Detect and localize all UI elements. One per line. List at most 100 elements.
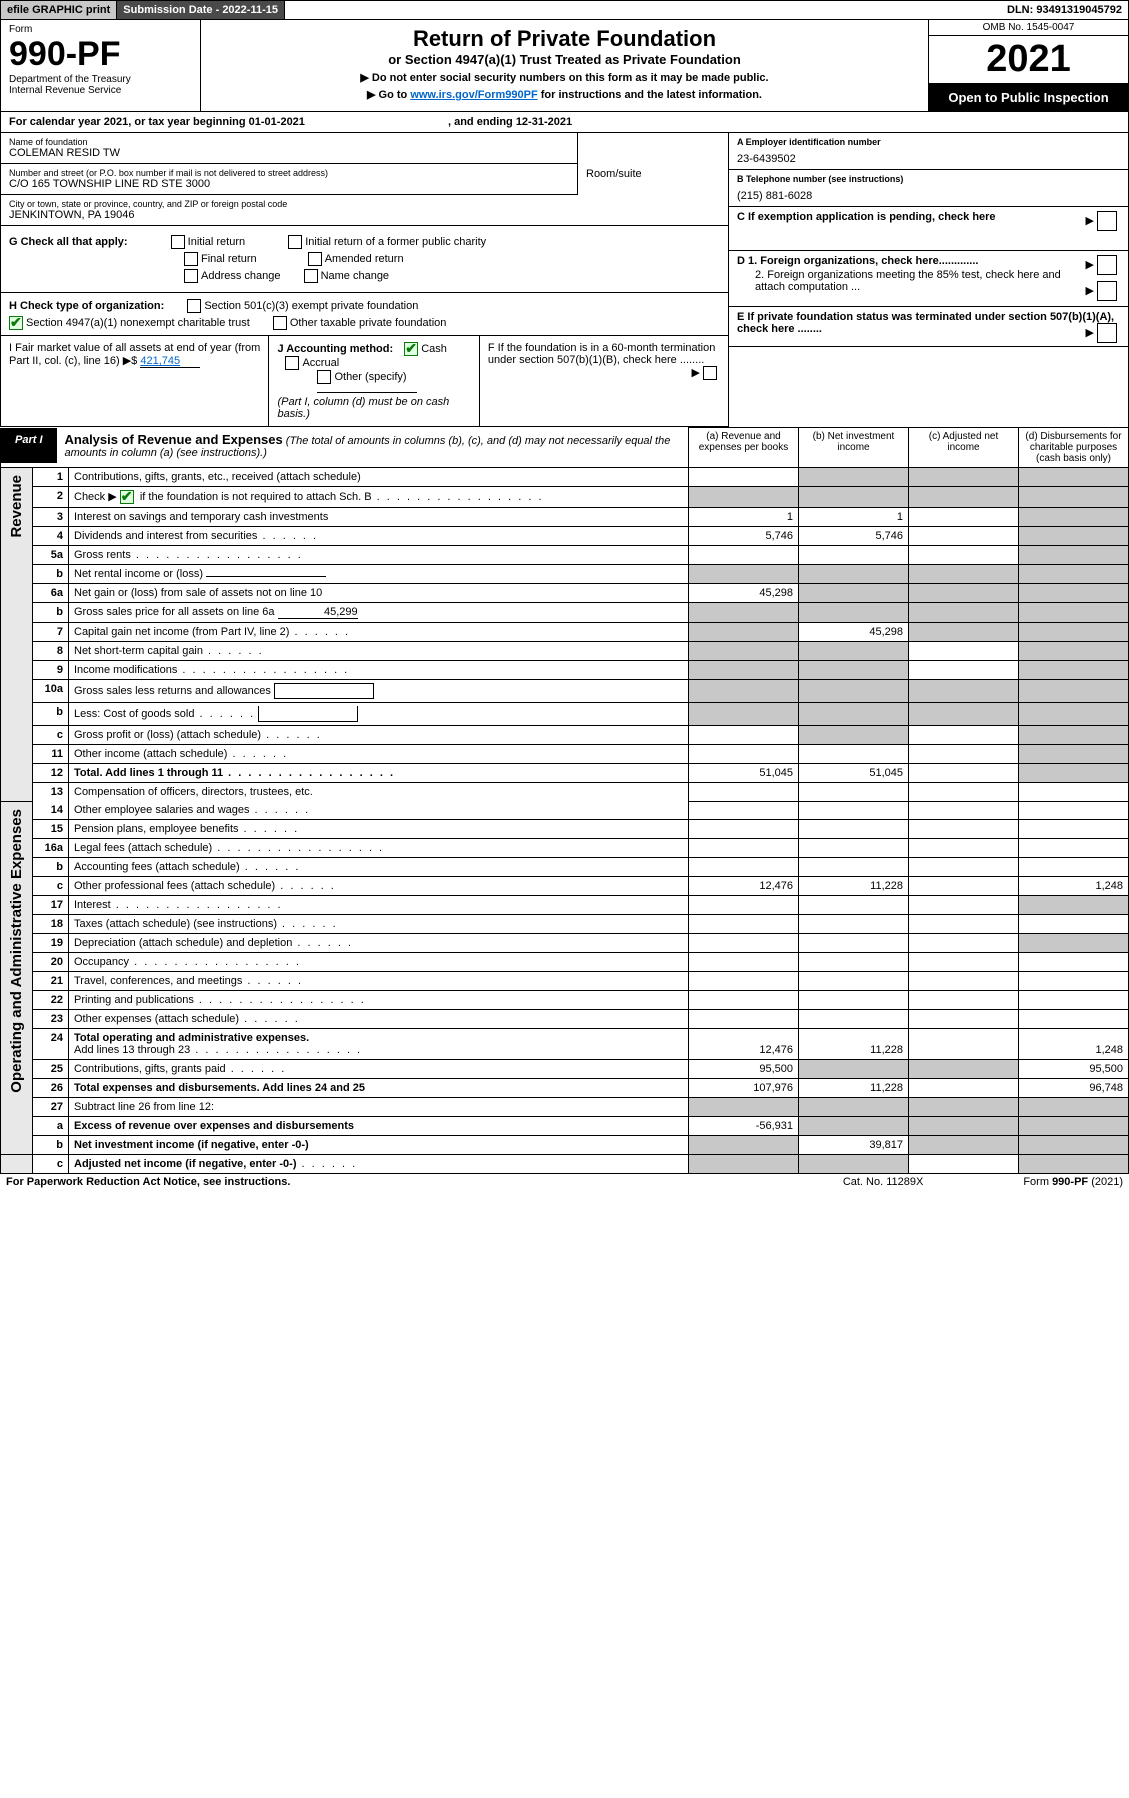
row-25: Contributions, gifts, grants paid [69,1060,689,1079]
row-3: Interest on savings and temporary cash i… [69,508,689,527]
g-o3: Final return [201,253,257,265]
r24-d: 1,248 [1019,1029,1129,1060]
g-o5: Address change [201,270,281,282]
row-7: Capital gain net income (from Part IV, l… [69,623,689,642]
r4-b: 5,746 [799,527,909,546]
info-left: Name of foundation COLEMAN RESID TW Numb… [1,133,728,427]
f-checkbox[interactable] [703,366,717,380]
block-f: F If the foundation is in a 60-month ter… [480,336,728,426]
e-checkbox[interactable] [1097,323,1117,343]
g-o4: Amended return [325,253,404,265]
goto-pre: ▶ Go to [367,89,410,101]
row-5a: Gross rents [69,546,689,565]
row-16c: Other professional fees (attach schedule… [69,877,689,896]
col-d-header: (d) Disbursements for charitable purpose… [1019,428,1129,468]
name-change-checkbox[interactable] [304,269,318,283]
irs-link[interactable]: www.irs.gov/Form990PF [410,89,537,101]
row-19: Depreciation (attach schedule) and deple… [69,934,689,953]
sch-b-checkbox[interactable] [120,490,134,504]
row-16a: Legal fees (attach schedule) [69,839,689,858]
row-13: Compensation of officers, directors, tru… [69,783,689,802]
row-27: Subtract line 26 from line 12: [69,1098,689,1117]
h-o1: Section 501(c)(3) exempt private foundat… [204,300,418,312]
top-bar: efile GRAPHIC print Submission Date - 20… [0,0,1129,20]
accrual-checkbox[interactable] [285,356,299,370]
cal-year-end: , and ending 12-31-2021 [448,116,572,128]
j-o2: Accrual [302,357,339,369]
r12-b: 51,045 [799,764,909,783]
other-taxable-checkbox[interactable] [273,316,287,330]
page-footer: For Paperwork Reduction Act Notice, see … [0,1174,1129,1190]
phone-value: (215) 881-6028 [737,190,1120,202]
amended-return-checkbox[interactable] [308,252,322,266]
col-a-header: (a) Revenue and expenses per books [689,428,799,468]
address-change-checkbox[interactable] [184,269,198,283]
paperwork-notice: For Paperwork Reduction Act Notice, see … [6,1176,843,1188]
row-24: Total operating and administrative expen… [69,1029,689,1060]
g-o1: Initial return [188,236,245,248]
form-number: 990-PF [9,35,192,74]
h-o2: Section 4947(a)(1) nonexempt charitable … [26,317,250,329]
block-ijf: I Fair market value of all assets at end… [1,336,728,427]
r3-b: 1 [799,508,909,527]
cal-year-begin: For calendar year 2021, or tax year begi… [9,116,305,128]
e-label: E If private foundation status was termi… [737,311,1114,335]
row-10b: Less: Cost of goods sold [69,703,689,726]
row-27b: Net investment income (if negative, ente… [69,1136,689,1155]
j-o1: Cash [421,343,447,355]
h-o3: Other taxable private foundation [290,317,447,329]
initial-return-former-checkbox[interactable] [288,235,302,249]
d2-label: 2. Foreign organizations meeting the 85%… [755,269,1061,293]
city-label: City or town, state or province, country… [9,199,720,209]
r25-d: 95,500 [1019,1060,1129,1079]
d1-checkbox[interactable] [1097,255,1117,275]
d2-checkbox[interactable] [1097,281,1117,301]
initial-return-checkbox[interactable] [171,235,185,249]
f-label: F If the foundation is in a 60-month ter… [488,342,715,366]
r24-b: 11,228 [799,1029,909,1060]
form-header: Form 990-PF Department of the Treasury I… [0,20,1129,112]
4947a1-checkbox[interactable] [9,316,23,330]
c-label: C If exemption application is pending, c… [737,211,996,223]
row-18: Taxes (attach schedule) (see instruction… [69,915,689,934]
form-label: Form [9,24,192,35]
row-6b: Gross sales price for all assets on line… [69,603,689,623]
row-27c: Adjusted net income (if negative, enter … [69,1155,689,1174]
g-o2: Initial return of a former public charit… [305,236,486,248]
row-9: Income modifications [69,661,689,680]
row-26: Total expenses and disbursements. Add li… [69,1079,689,1098]
goto-note: ▶ Go to www.irs.gov/Form990PF for instru… [207,88,922,101]
row-5b: Net rental income or (loss) [69,565,689,584]
efile-graphic-print[interactable]: efile GRAPHIC print [1,1,117,19]
c-checkbox[interactable] [1097,211,1117,231]
final-return-checkbox[interactable] [184,252,198,266]
r4-a: 5,746 [689,527,799,546]
omb-number: OMB No. 1545-0047 [929,20,1128,36]
form-subtitle: or Section 4947(a)(1) Trust Treated as P… [207,52,922,67]
r16c-a: 12,476 [689,877,799,896]
cash-checkbox[interactable] [404,342,418,356]
cat-no: Cat. No. 11289X [843,1176,924,1188]
info-block: Name of foundation COLEMAN RESID TW Numb… [0,133,1129,427]
submission-date: Submission Date - 2022-11-15 [117,1,285,19]
col-b-header: (b) Net investment income [799,428,909,468]
r25-a: 95,500 [689,1060,799,1079]
j-note: (Part I, column (d) must be on cash basi… [277,396,470,420]
row-23: Other expenses (attach schedule) [69,1010,689,1029]
501c3-checkbox[interactable] [187,299,201,313]
phone-label: B Telephone number (see instructions) [737,174,1120,184]
block-i: I Fair market value of all assets at end… [1,336,269,426]
addr-label: Number and street (or P.O. box number if… [9,168,569,178]
ein-value: 23-6439502 [737,153,1120,165]
row-2: Check ▶ if the foundation is not require… [69,487,689,508]
row-27a: Excess of revenue over expenses and disb… [69,1117,689,1136]
r6a-a: 45,298 [689,584,799,603]
calendar-year-box: For calendar year 2021, or tax year begi… [0,112,1129,133]
row-4: Dividends and interest from securities [69,527,689,546]
other-specify-checkbox[interactable] [317,370,331,384]
row-14: Other employee salaries and wages [69,801,689,820]
foundation-name: COLEMAN RESID TW [9,147,569,159]
fmv-value[interactable]: 421,745 [140,355,200,368]
revenue-side-label: Revenue [6,471,27,542]
header-right: OMB No. 1545-0047 2021 Open to Public In… [928,20,1128,111]
